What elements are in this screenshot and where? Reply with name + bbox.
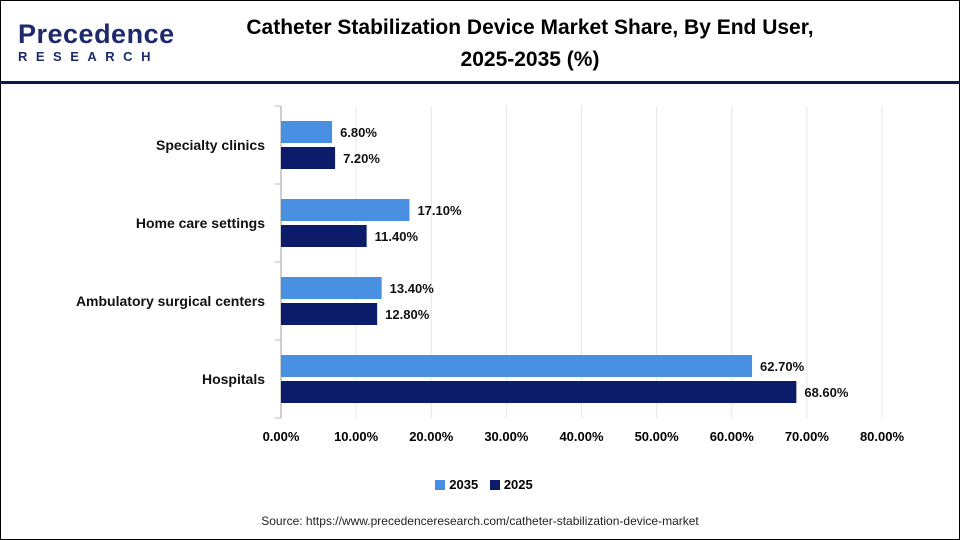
data-label: 13.40%: [390, 281, 435, 296]
bar-2025: [281, 381, 797, 403]
bar-2035: [281, 121, 333, 143]
bar-2035: [281, 355, 753, 377]
logo: Precedence RESEARCH: [18, 20, 175, 64]
x-tick-label: 50.00%: [635, 429, 680, 444]
category-label: Specialty clinics: [156, 137, 265, 153]
bar-2025: [281, 303, 378, 325]
x-tick-label: 80.00%: [860, 429, 905, 444]
x-tick-label: 30.00%: [484, 429, 529, 444]
data-label: 12.80%: [385, 307, 430, 322]
legend-swatch-2025: [489, 480, 500, 490]
data-label: 11.40%: [375, 229, 419, 244]
data-label: 17.10%: [417, 203, 462, 218]
bar-2035: [281, 199, 410, 221]
x-tick-label: 0.00%: [263, 429, 300, 444]
data-label: 6.80%: [340, 125, 377, 140]
bar-2035: [281, 277, 382, 299]
header-rule: [0, 81, 960, 84]
x-tick-label: 40.00%: [559, 429, 604, 444]
x-tick-label: 70.00%: [785, 429, 830, 444]
x-tick-label: 60.00%: [710, 429, 755, 444]
title-line-1: Catheter Stabilization Device Market Sha…: [246, 16, 814, 39]
data-label: 7.20%: [343, 151, 380, 166]
category-label: Hospitals: [202, 371, 265, 387]
x-tick-label: 20.00%: [409, 429, 454, 444]
category-label: Home care settings: [136, 215, 265, 231]
title-line-2: 2025-2035 (%): [460, 48, 600, 71]
data-label: 62.70%: [760, 359, 805, 374]
data-label: 68.60%: [804, 385, 849, 400]
category-label: Ambulatory surgical centers: [76, 293, 265, 309]
logo-sub-text: RESEARCH: [18, 49, 159, 64]
bar-2025: [281, 225, 367, 247]
logo-main-text: Precedence: [18, 19, 175, 49]
source-note: Source: https://www.precedenceresearch.c…: [261, 514, 699, 528]
legend-swatch-2035: [435, 480, 446, 490]
legend-label-2025: 2025: [503, 477, 533, 492]
legend: 2035 2025: [0, 477, 960, 492]
bar-2025: [281, 147, 336, 169]
chart-title: Catheter Stabilization Device Market Sha…: [200, 12, 860, 76]
x-tick-label: 10.00%: [334, 429, 379, 444]
legend-label-2035: 2035: [449, 477, 479, 492]
